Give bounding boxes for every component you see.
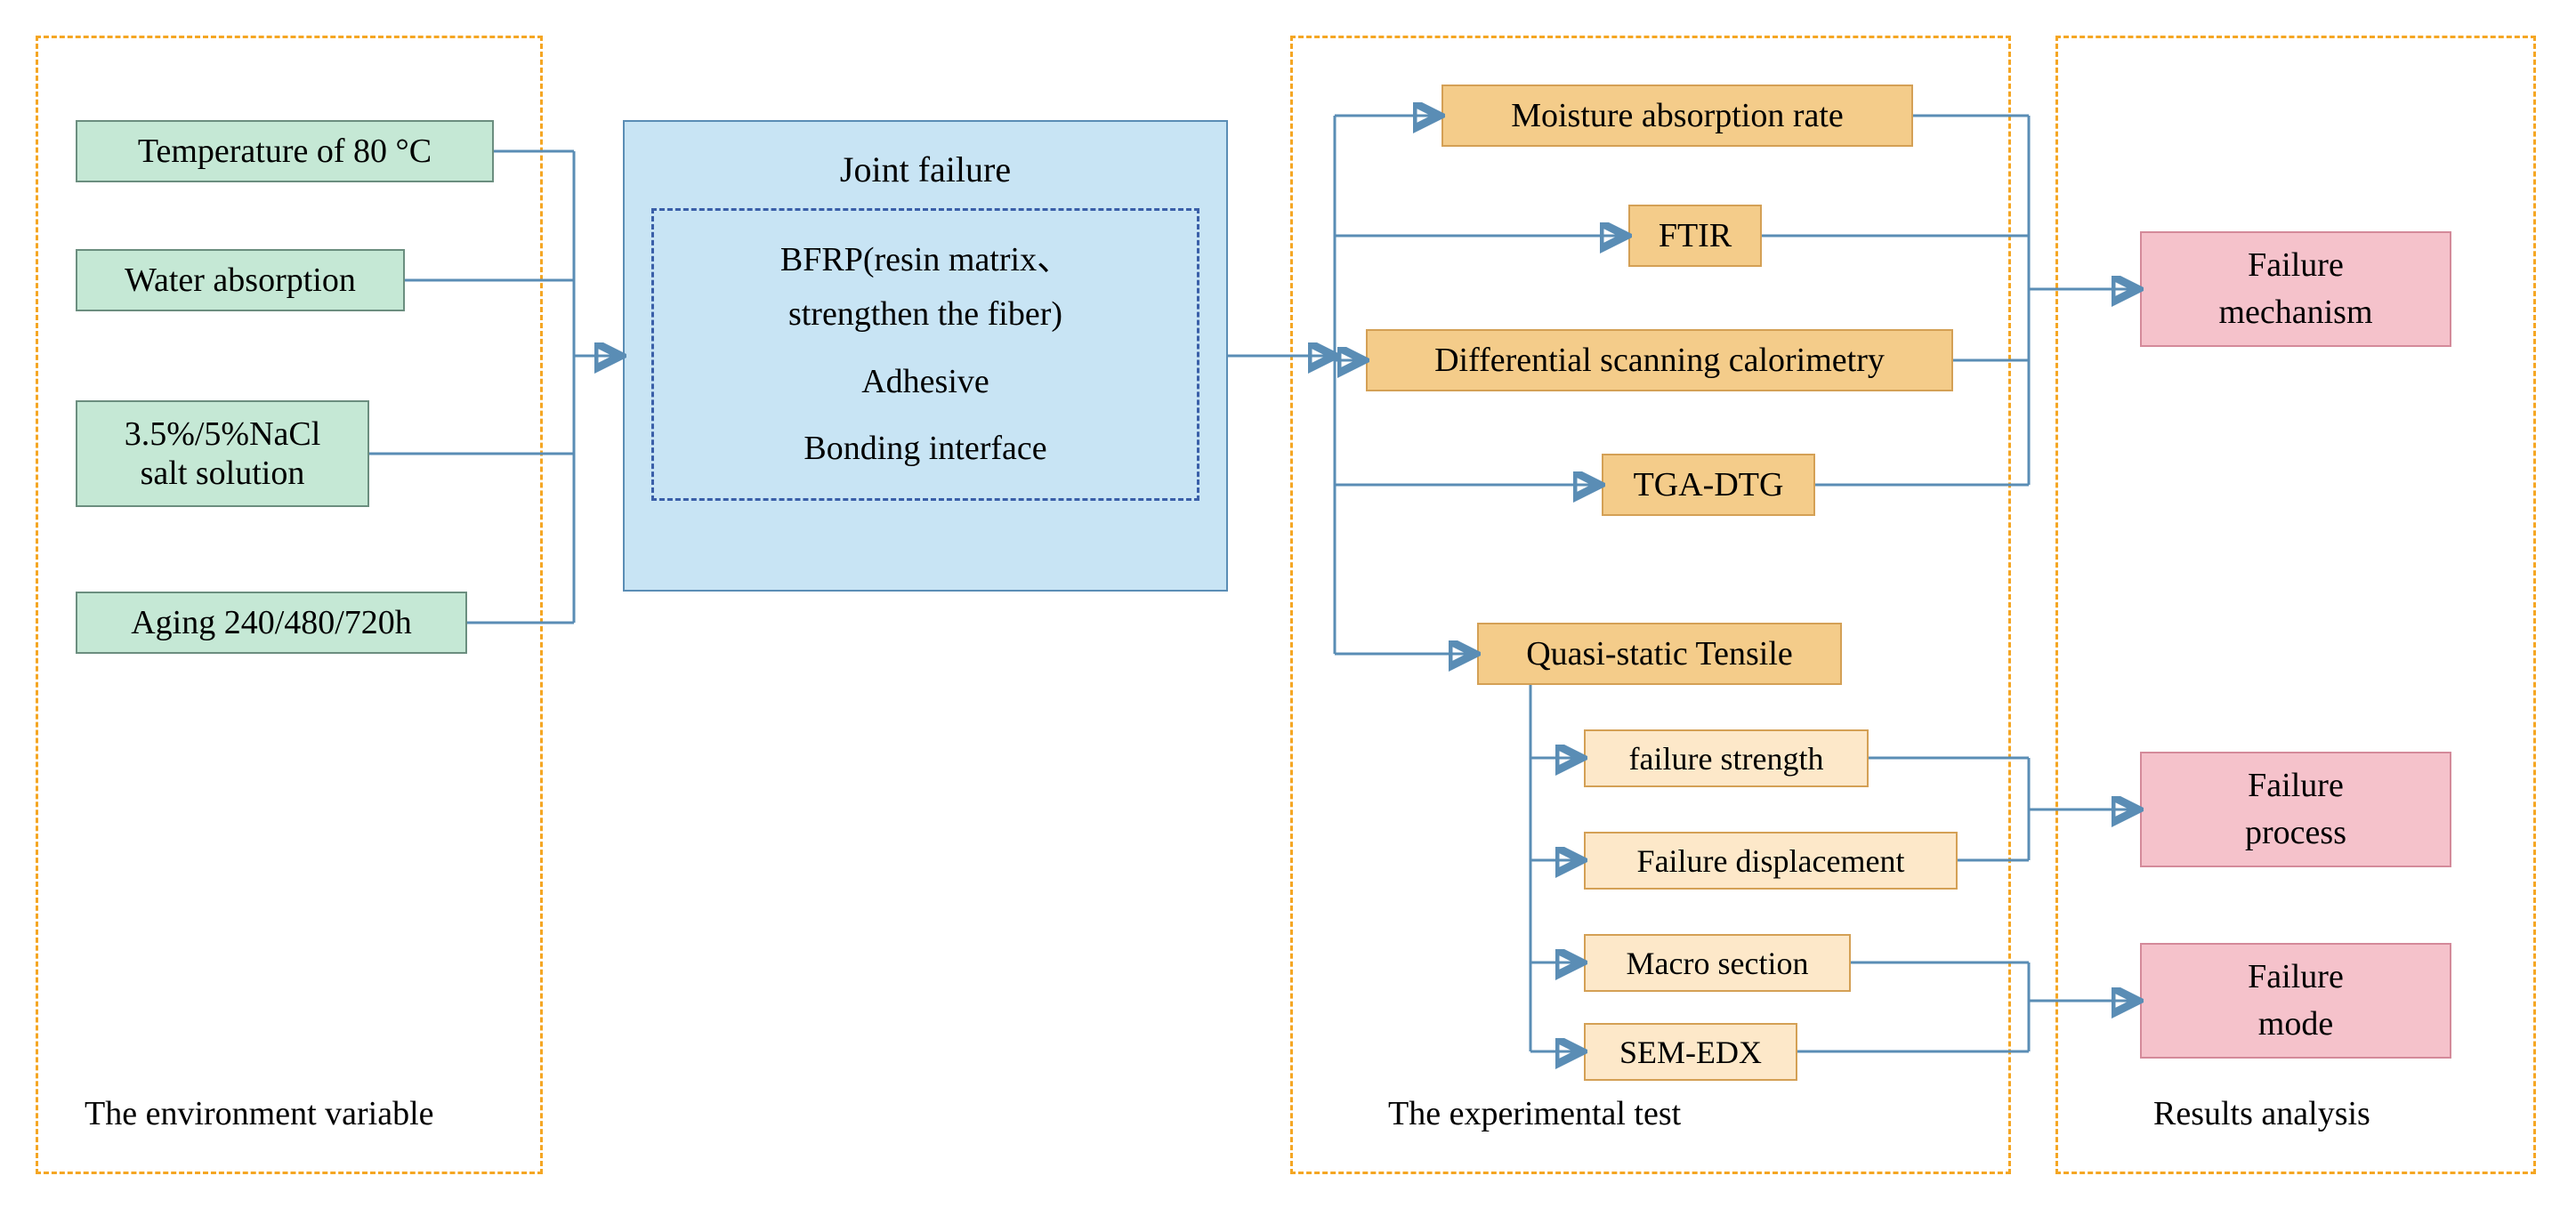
exp-ftir-box: FTIR	[1628, 205, 1762, 267]
sub-strength-label: failure strength	[1629, 740, 1824, 777]
center-line-2: Adhesive	[690, 355, 1161, 409]
env-nacl-box: 3.5%/5%NaCl salt solution	[76, 400, 369, 507]
sub-disp-label: Failure displacement	[1637, 842, 1905, 880]
env-water-box: Water absorption	[76, 249, 405, 311]
sub-macro-label: Macro section	[1627, 945, 1809, 982]
result-mechanism-label: Failure mechanism	[2218, 242, 2372, 336]
sub-strength-box: failure strength	[1584, 729, 1869, 787]
env-nacl-label: 3.5%/5%NaCl salt solution	[125, 415, 321, 493]
result-mode-label: Failure mode	[2248, 954, 2344, 1048]
exp-tensile-box: Quasi-static Tensile	[1477, 623, 1842, 685]
result-mechanism-box: Failure mechanism	[2140, 231, 2451, 347]
env-label: The environment variable	[85, 1094, 434, 1133]
center-line-1: strengthen the fiber)	[690, 287, 1161, 342]
env-aging-box: Aging 240/480/720h	[76, 592, 467, 654]
env-temp-label: Temperature of 80 °C	[138, 132, 432, 171]
sub-sem-label: SEM-EDX	[1619, 1034, 1762, 1071]
sub-macro-box: Macro section	[1584, 934, 1851, 992]
exp-moisture-label: Moisture absorption rate	[1511, 96, 1844, 135]
exp-tensile-label: Quasi-static Tensile	[1526, 634, 1793, 673]
center-title: Joint failure	[651, 149, 1199, 190]
center-line-0: BFRP(resin matrix、	[690, 233, 1161, 287]
result-mode-box: Failure mode	[2140, 943, 2451, 1059]
sub-sem-box: SEM-EDX	[1584, 1023, 1797, 1081]
sub-disp-box: Failure displacement	[1584, 832, 1958, 890]
env-aging-label: Aging 240/480/720h	[131, 603, 412, 642]
exp-label: The experimental test	[1388, 1094, 1681, 1133]
result-process-label: Failure process	[2245, 762, 2346, 857]
exp-tga-box: TGA-DTG	[1602, 454, 1815, 516]
result-process-box: Failure process	[2140, 752, 2451, 867]
exp-dsc-label: Differential scanning calorimetry	[1434, 341, 1885, 380]
env-temp-box: Temperature of 80 °C	[76, 120, 494, 182]
center-inner-box: BFRP(resin matrix、 strengthen the fiber)…	[651, 208, 1199, 501]
exp-tga-label: TGA-DTG	[1634, 465, 1784, 504]
results-label: Results analysis	[2153, 1094, 2370, 1133]
center-joint-failure-box: Joint failure BFRP(resin matrix、 strengt…	[623, 120, 1228, 592]
center-line-3: Bonding interface	[690, 422, 1161, 476]
exp-moisture-box: Moisture absorption rate	[1441, 85, 1913, 147]
exp-dsc-box: Differential scanning calorimetry	[1366, 329, 1953, 391]
exp-ftir-label: FTIR	[1659, 216, 1732, 255]
env-water-label: Water absorption	[125, 261, 356, 300]
